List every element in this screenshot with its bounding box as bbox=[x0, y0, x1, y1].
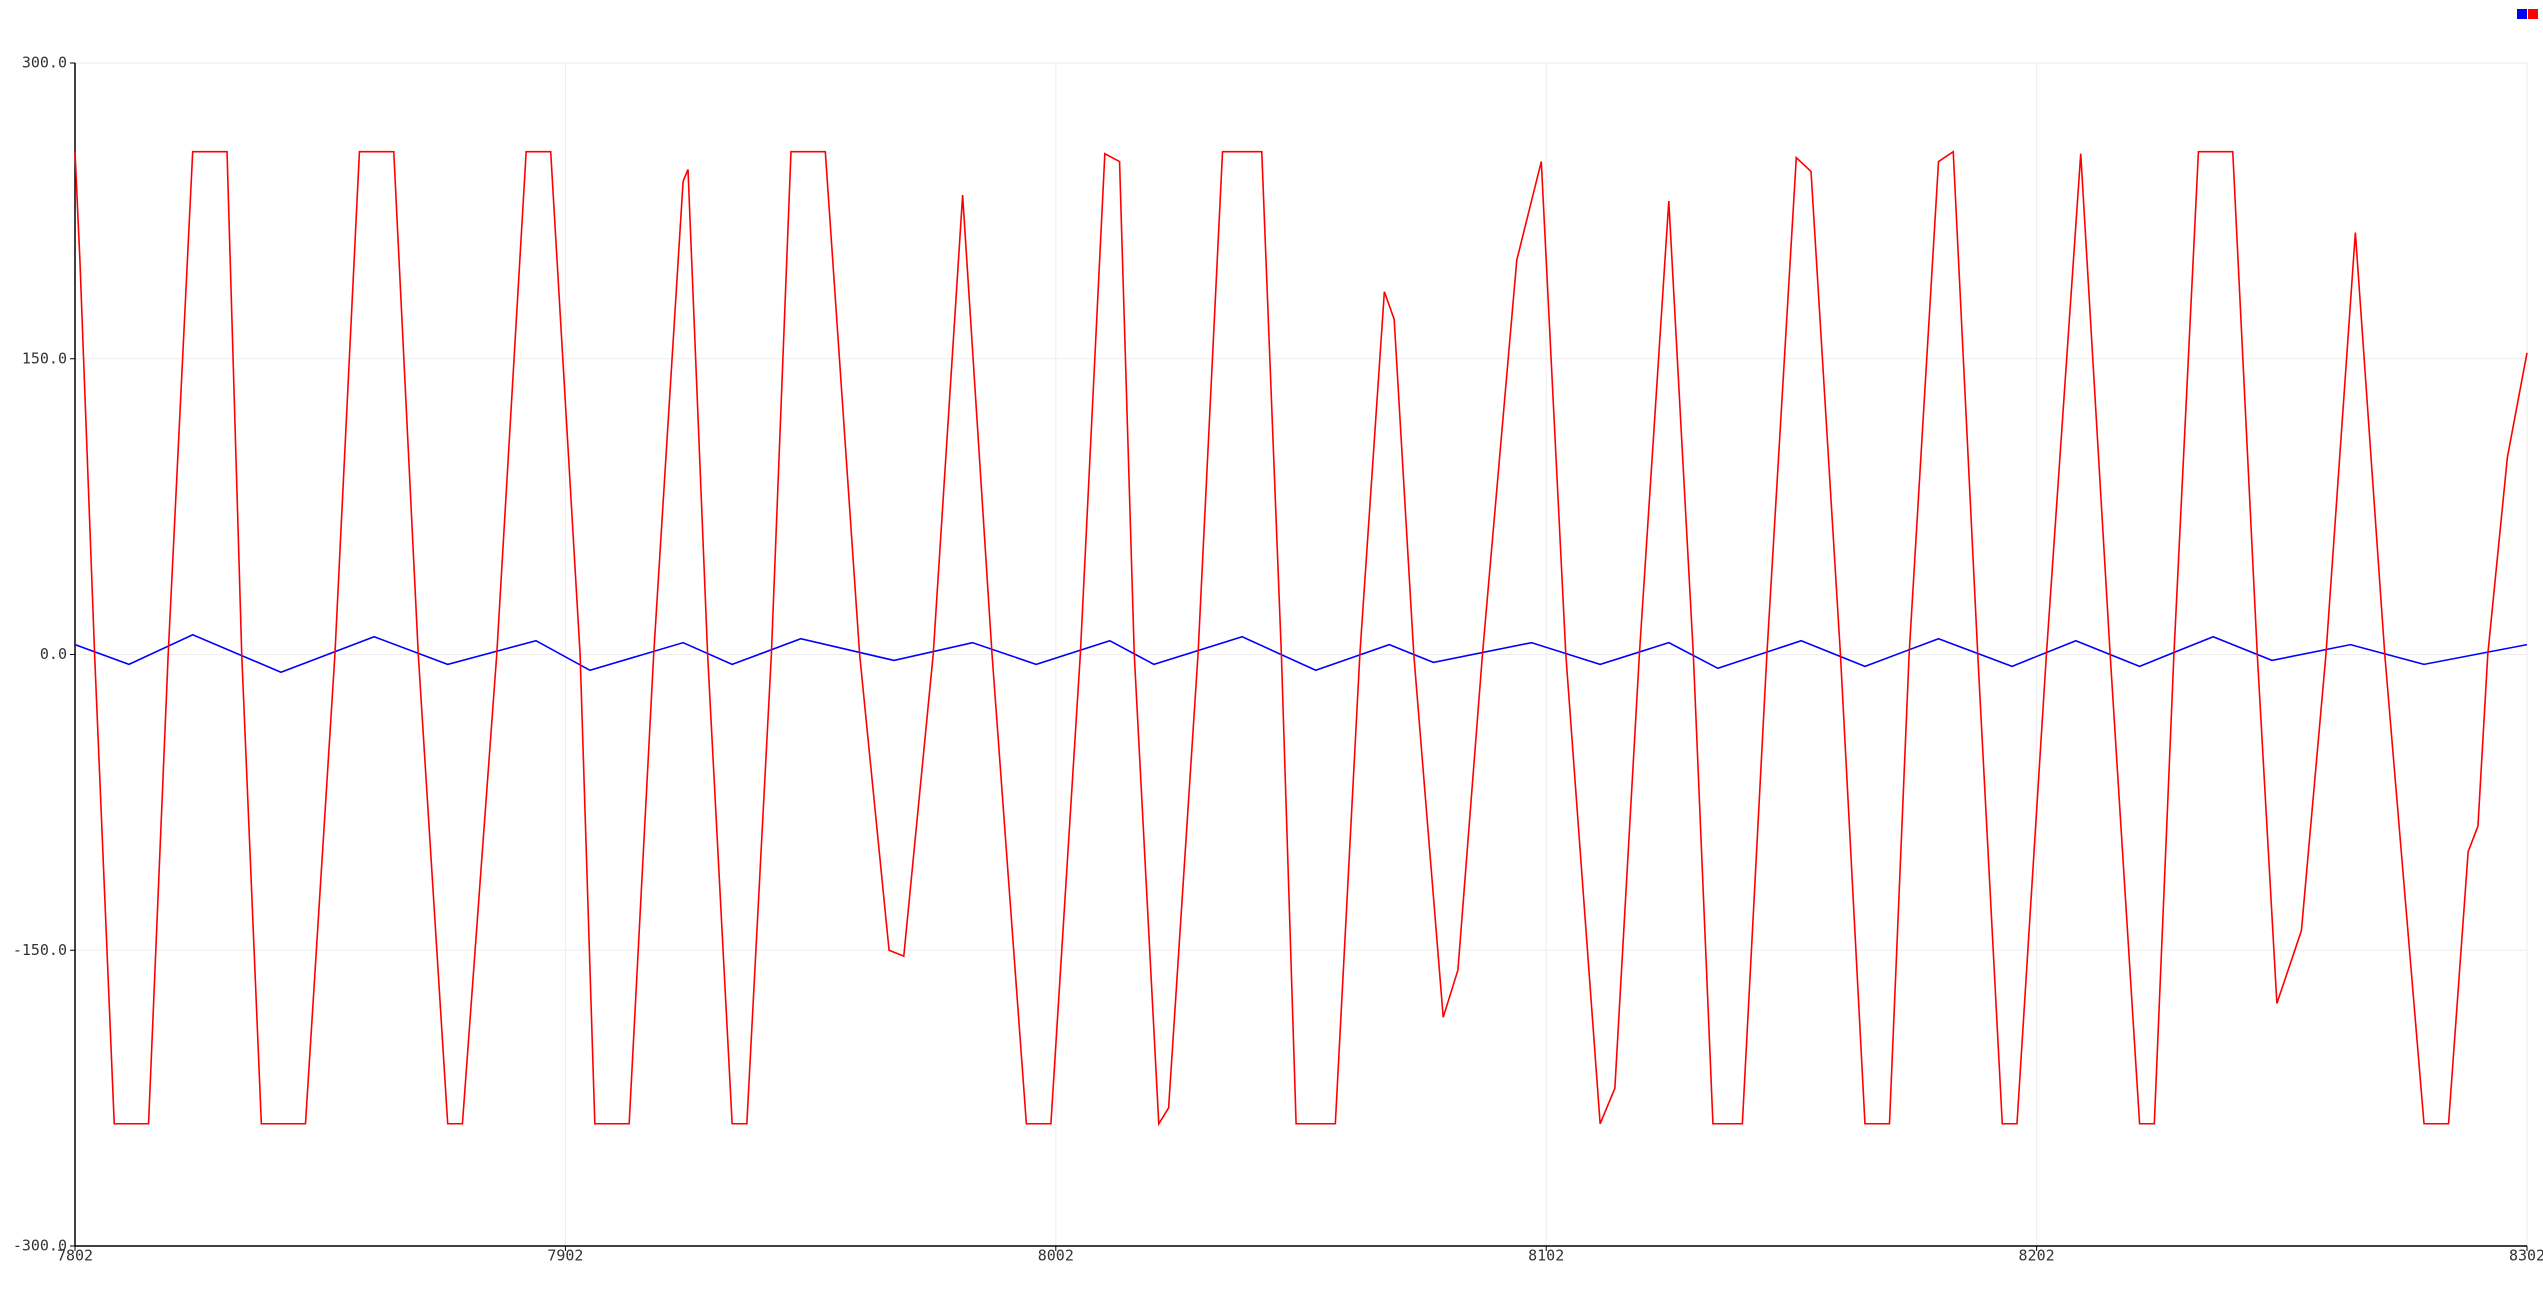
x-tick-label: 8002 bbox=[1038, 1247, 1074, 1265]
legend-swatch bbox=[2517, 9, 2527, 19]
y-tick-label: 0.0 bbox=[40, 645, 67, 663]
x-tick-label: 8302 bbox=[2509, 1247, 2543, 1265]
y-tick-label: -150.0 bbox=[13, 941, 67, 959]
y-tick-label: 300.0 bbox=[22, 54, 67, 72]
series-line bbox=[74, 633, 2528, 674]
series-line bbox=[74, 150, 2528, 1127]
legend-swatch bbox=[2528, 9, 2538, 19]
y-tick-label: -300.0 bbox=[13, 1237, 67, 1255]
x-tick-label: 8102 bbox=[1528, 1247, 1564, 1265]
y-tick-label: 150.0 bbox=[22, 349, 67, 367]
x-tick-label: 7902 bbox=[547, 1247, 583, 1265]
x-tick-label: 7802 bbox=[57, 1247, 93, 1265]
x-tick-label: 8202 bbox=[2019, 1247, 2055, 1265]
